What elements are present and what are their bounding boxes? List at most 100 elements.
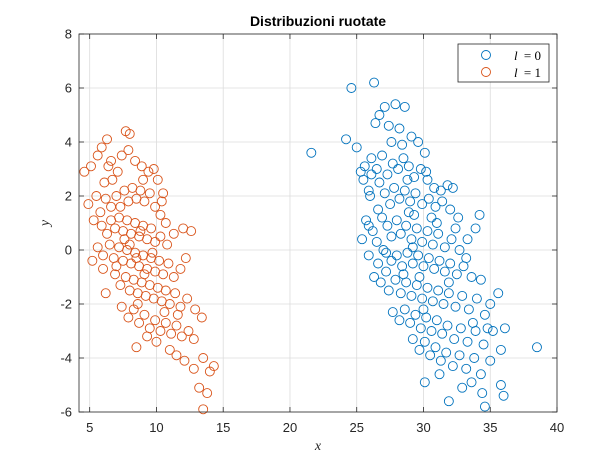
data-point-l0: [365, 191, 376, 201]
data-point-l1: [183, 326, 194, 336]
data-point-l0: [435, 185, 446, 196]
svg-text:l = 0: l = 0: [514, 48, 541, 63]
data-point-l0: [419, 147, 430, 158]
data-point-l1: [87, 255, 98, 266]
data-point-l1: [143, 166, 154, 177]
data-point-l0: [450, 301, 461, 312]
data-point-l0: [461, 363, 472, 374]
data-point-l0: [410, 188, 421, 199]
data-point-l1: [180, 253, 191, 264]
data-point-l0: [478, 339, 489, 350]
data-point-l0: [479, 401, 490, 412]
data-point-l0: [399, 185, 410, 196]
data-point-l0: [414, 344, 425, 355]
data-point-l0: [422, 174, 433, 185]
y-axis-label: y: [38, 219, 53, 228]
data-point-l0: [429, 182, 440, 193]
data-point-l1: [116, 150, 127, 161]
y-tick-label: 6: [65, 81, 72, 96]
data-point-l0: [475, 369, 486, 380]
data-point-l0: [454, 245, 465, 255]
data-point-l0: [437, 328, 448, 339]
legend-var-l1: l: [514, 65, 518, 80]
data-point-l0: [383, 285, 394, 296]
data-point-l0: [493, 288, 504, 299]
data-point-l1: [102, 134, 112, 145]
data-point-l0: [382, 169, 393, 180]
axes-box: [78, 33, 558, 413]
data-point-l1: [146, 223, 157, 234]
chart-title: Distribuzioni ruotate: [250, 13, 386, 29]
data-point-l0: [351, 142, 362, 153]
data-point-l0: [373, 204, 384, 215]
data-point-l1: [147, 247, 158, 258]
data-point-l1: [102, 228, 112, 239]
data-point-l1: [104, 239, 115, 250]
data-point-l1: [98, 263, 108, 274]
data-point-l0: [439, 266, 450, 277]
x-tick-label: 25: [349, 420, 363, 435]
y-tick-label: -4: [60, 351, 72, 366]
data-point-l0: [433, 285, 444, 296]
data-point-l0: [407, 242, 418, 253]
data-point-l0: [451, 269, 462, 280]
data-point-l0: [467, 317, 478, 328]
data-point-l0: [461, 253, 472, 264]
data-point-l0: [415, 323, 426, 334]
data-point-l0: [443, 277, 454, 288]
x-tick-label: 40: [550, 420, 564, 435]
data-point-l1: [136, 161, 147, 172]
data-point-l0: [394, 123, 405, 134]
data-point-l1: [156, 196, 167, 207]
data-point-l0: [430, 201, 441, 212]
data-point-l1: [96, 142, 107, 153]
y-tick-label: 0: [65, 243, 72, 258]
y-tick-label: -6: [60, 405, 72, 420]
data-point-l1: [155, 231, 166, 242]
data-point-l1: [196, 312, 207, 323]
data-point-l1: [107, 174, 118, 185]
data-point-l0: [386, 137, 397, 147]
data-point-l0: [381, 266, 392, 277]
data-point-l0: [423, 253, 434, 264]
data-point-l0: [426, 212, 437, 223]
data-point-l0: [454, 350, 465, 361]
data-point-l1: [124, 239, 135, 250]
data-point-l0: [471, 293, 482, 304]
series-l1: [79, 126, 219, 415]
data-point-l1: [130, 155, 141, 166]
data-point-l0: [359, 161, 370, 172]
data-point-l1: [150, 236, 161, 247]
data-point-l0: [457, 290, 468, 301]
data-point-l1: [154, 255, 165, 266]
data-point-l0: [398, 269, 409, 280]
data-point-l0: [366, 169, 377, 180]
data-point-l1: [139, 196, 150, 207]
data-point-l1: [148, 164, 159, 174]
data-point-l0: [434, 369, 445, 380]
data-point-l1: [175, 263, 186, 274]
data-point-l1: [111, 261, 122, 272]
x-tick-label: 10: [149, 420, 163, 435]
data-point-l0: [430, 342, 441, 353]
legend-val-l0: = 0: [524, 48, 541, 63]
data-point-l1: [179, 355, 190, 366]
data-point-l0: [427, 239, 438, 250]
data-point-l0: [382, 220, 393, 231]
data-point-l0: [390, 274, 401, 285]
data-point-l1: [123, 145, 134, 156]
data-point-l1: [158, 188, 169, 199]
data-point-l1: [95, 207, 106, 218]
series-l0: [306, 77, 542, 412]
data-point-l0: [431, 315, 442, 326]
data-point-l0: [422, 282, 433, 293]
data-point-l0: [495, 380, 506, 390]
data-point-l0: [390, 99, 401, 110]
data-point-l0: [475, 274, 486, 285]
data-point-l0: [391, 215, 402, 226]
data-point-l0: [437, 196, 448, 207]
data-point-l1: [119, 234, 130, 245]
data-point-l1: [138, 174, 149, 185]
data-point-l0: [402, 174, 413, 185]
data-point-l1: [98, 250, 108, 261]
